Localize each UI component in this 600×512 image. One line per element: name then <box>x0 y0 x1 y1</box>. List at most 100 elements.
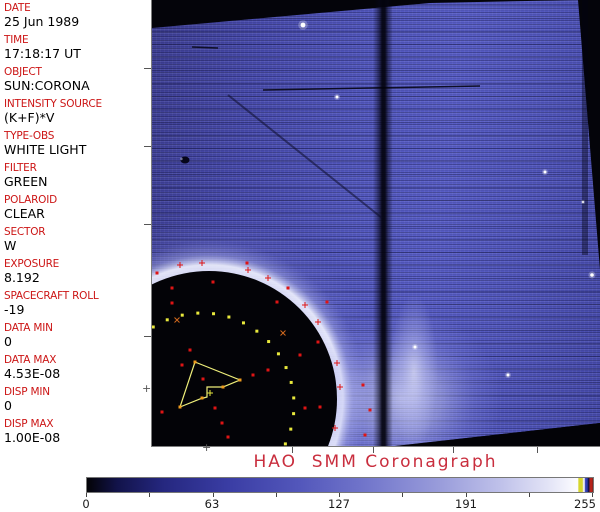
colorbar-tick-label: 0 <box>82 497 90 511</box>
red-fiducial-dot <box>316 340 320 344</box>
polygon-vertex-dot <box>193 360 197 364</box>
star-point <box>543 170 547 174</box>
red-plus-mark <box>302 302 308 308</box>
polygon-vertex-dot <box>200 396 204 400</box>
star-point <box>590 273 594 277</box>
field-value: CLEAR <box>4 206 45 221</box>
yellow-fiducial-dot <box>289 380 293 384</box>
orange-x-mark <box>280 330 286 336</box>
polygon-vertex-dot <box>178 405 182 409</box>
field-value: WHITE LIGHT <box>4 142 87 157</box>
field-value: 17:18:17 UT <box>4 46 81 61</box>
field-value: W <box>4 238 17 253</box>
image-title: HAO SMM Coronagraph <box>253 452 498 472</box>
field-value: 25 Jun 1989 <box>4 14 80 29</box>
field-value: -19 <box>4 302 25 317</box>
metadata-field: OBJECT SUN:CORONA <box>4 66 151 98</box>
red-fiducial-dot <box>170 301 174 305</box>
field-label: SPACECRAFT ROLL <box>4 290 99 302</box>
metadata-sidebar: DATE 25 Jun 1989 TIME 17:18:17 UT OBJECT SUN:… <box>0 0 151 448</box>
red-fiducial-dot <box>180 363 184 367</box>
red-plus-mark <box>199 260 205 266</box>
corona-bright-streak <box>390 294 438 446</box>
red-fiducial-dot <box>251 373 255 377</box>
yellow-fiducial-dot <box>283 442 287 446</box>
red-plus-mark <box>177 262 183 268</box>
field-value: 8.192 <box>4 270 40 285</box>
red-fiducial-dot <box>298 353 302 357</box>
field-label: TYPE-OBS <box>4 130 55 142</box>
red-fiducial-dot <box>363 433 367 437</box>
yellow-fiducial-dot <box>255 329 259 333</box>
field-label: FILTER <box>4 162 37 174</box>
overlay-svg <box>152 0 600 446</box>
field-label: DISP MIN <box>4 386 50 398</box>
yellow-fiducial-dot <box>267 340 271 344</box>
field-label: INTENSITY SOURCE <box>4 98 102 110</box>
yellow-fiducial-dot <box>241 321 245 325</box>
limb-pointer-polygon <box>179 361 242 409</box>
yellow-fiducial-dot <box>227 315 231 319</box>
red-fiducial-dot <box>286 286 290 290</box>
yellow-fiducial-dot <box>276 352 280 356</box>
metadata-field: DATE 25 Jun 1989 <box>4 2 151 34</box>
fiducial-markers <box>152 20 596 446</box>
dust-speck-highlight <box>180 157 183 161</box>
vertical-dark-band <box>373 0 393 446</box>
red-fiducial-dot <box>325 300 329 304</box>
horizontal-defect-line <box>262 85 481 91</box>
yellow-fiducial-dot <box>292 412 296 416</box>
colorbar-tick-label: 63 <box>204 497 220 511</box>
occulting-disk <box>152 271 337 446</box>
yellow-fiducial-dot <box>180 313 184 317</box>
metadata-field: DATA MIN 0 <box>4 322 151 354</box>
metadata-field: DISP MIN 0 <box>4 386 151 418</box>
right-edge-shade <box>582 0 588 255</box>
red-fiducial-dot <box>160 410 164 414</box>
field-label: DATE <box>4 2 31 14</box>
red-fiducial-dot <box>220 421 224 425</box>
field-label: DATA MAX <box>4 354 57 366</box>
diagonal-scratch-line <box>227 94 383 219</box>
metadata-field: FILTER GREEN <box>4 162 151 194</box>
field-value: (K+F)*V <box>4 110 55 125</box>
field-label: EXPOSURE <box>4 258 60 270</box>
field-label: TIME <box>4 34 29 46</box>
coronagraph-image <box>151 0 600 447</box>
metadata-field: SECTOR W <box>4 226 151 258</box>
short-defect-line <box>191 46 219 49</box>
red-plus-mark <box>337 384 343 390</box>
metadata-field: SPACECRAFT ROLL -19 <box>4 290 151 322</box>
field-value: 0 <box>4 398 12 413</box>
star-point <box>506 373 510 377</box>
red-plus-mark <box>265 275 271 281</box>
field-label: DISP MAX <box>4 418 54 430</box>
field-label: POLAROID <box>4 194 58 206</box>
field-label: OBJECT <box>4 66 42 78</box>
field-label: DATA MIN <box>4 322 53 334</box>
red-fiducial-dot <box>226 435 230 439</box>
red-fiducial-dot <box>245 261 249 265</box>
yellow-fiducial-dot <box>212 312 216 316</box>
polygon-vertex-dot <box>238 378 242 382</box>
field-value: SUN:CORONA <box>4 78 90 93</box>
colorbar-tick-label: 191 <box>455 497 477 511</box>
red-plus-mark <box>332 425 338 431</box>
star-point <box>582 201 584 203</box>
red-fiducial-dot <box>275 300 279 304</box>
colorbar-tick-label: 255 <box>574 497 596 511</box>
yellow-fiducial-dot <box>196 311 200 315</box>
yellow-fiducial-dot <box>152 325 155 329</box>
metadata-field: EXPOSURE 8.192 <box>4 258 151 290</box>
metadata-field: DATA MAX 4.53E-08 <box>4 354 151 386</box>
bottom-black-wedge <box>395 423 600 446</box>
red-plus-mark <box>245 267 251 273</box>
red-fiducial-dot <box>266 368 270 372</box>
red-fiducial-dot <box>201 377 205 381</box>
red-fiducial-dot <box>155 271 159 275</box>
polygon-vertex-dot <box>221 385 225 389</box>
colorbar <box>86 477 594 493</box>
red-fiducial-dot <box>303 406 307 410</box>
metadata-field: TYPE-OBS WHITE LIGHT <box>4 130 151 162</box>
field-value: GREEN <box>4 174 48 189</box>
